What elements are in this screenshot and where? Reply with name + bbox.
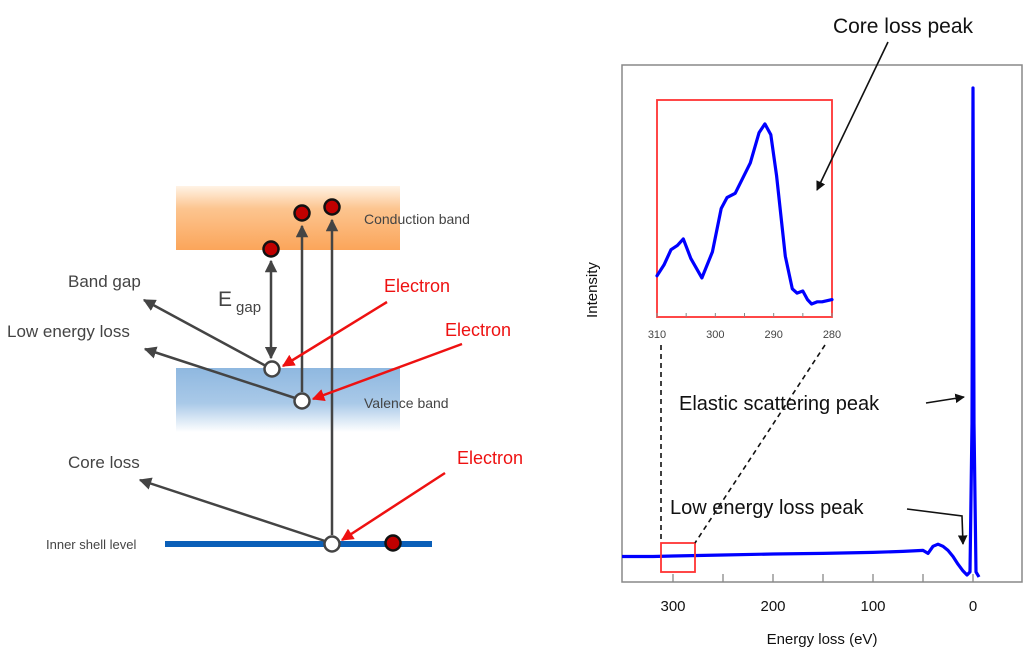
hole-1 xyxy=(263,360,281,378)
inset-tick-label-290: 290 xyxy=(764,329,782,341)
plot-frame xyxy=(621,64,1023,583)
inset-frame xyxy=(656,99,833,318)
zoom-line-right xyxy=(694,344,826,544)
core-loss-scatter-arrow xyxy=(138,477,326,543)
band-gap-scatter-arrow xyxy=(142,298,267,368)
band-gap-label: Band gap xyxy=(68,272,141,291)
core-loss-region-box xyxy=(660,542,696,573)
inset-tick-label-300: 300 xyxy=(706,329,724,341)
y-axis-label: Intensity xyxy=(584,262,601,318)
excited-electron-1 xyxy=(262,240,280,258)
main-x-tick-labels: 300 200 100 0 xyxy=(660,598,977,615)
electron-label-1: Electron xyxy=(384,276,450,296)
excited-electron-3 xyxy=(323,198,341,216)
eels-chart: 300 200 100 0 Energy loss (eV) Intensity 31… xyxy=(584,15,1023,648)
low-loss-peak-arrow xyxy=(906,508,968,545)
low-energy-loss-label: Low energy loss xyxy=(7,322,130,341)
electron-label-2: Electron xyxy=(445,320,511,340)
hole-3 xyxy=(323,535,341,553)
inset-spectrum-line xyxy=(655,122,834,306)
low-loss-peak-label: Low energy loss peak xyxy=(670,497,864,519)
core-loss-peak-arrow xyxy=(816,41,889,191)
conduction-band-label: Conduction band xyxy=(364,211,470,227)
core-loss-label: Core loss xyxy=(68,453,140,472)
x-tick-label-300: 300 xyxy=(660,598,685,615)
band-diagram: Conduction band Valence band Inner shell… xyxy=(7,186,523,553)
conduction-band xyxy=(176,186,400,250)
incident-electron-arrow-2 xyxy=(311,342,463,401)
inner-shell-electron xyxy=(384,534,402,552)
core-loss-peak-label: Core loss peak xyxy=(833,15,974,38)
valence-band-label: Valence band xyxy=(364,395,449,411)
low-loss-scatter-arrow xyxy=(143,346,296,400)
valence-band xyxy=(176,368,400,432)
elastic-peak-arrow xyxy=(925,393,965,404)
incident-electron-arrow-3 xyxy=(340,471,446,542)
inset-tick-label-310: 310 xyxy=(648,329,666,341)
inset-x-tick-labels: 310 300 290 280 xyxy=(648,329,841,341)
x-tick-label-200: 200 xyxy=(760,598,785,615)
electron-label-3: Electron xyxy=(457,448,523,468)
x-tick-label-0: 0 xyxy=(969,598,977,615)
incident-electron-arrow-1 xyxy=(281,300,388,368)
inset-tick-label-280: 280 xyxy=(823,329,841,341)
spectrum-line xyxy=(622,86,981,578)
hole-2 xyxy=(293,392,311,410)
inset-x-ticks xyxy=(656,313,833,317)
excited-electron-2 xyxy=(293,204,311,222)
main-x-ticks xyxy=(672,574,974,582)
inner-shell-label: Inner shell level xyxy=(46,537,136,552)
x-axis-label: Energy loss (eV) xyxy=(767,631,878,648)
elastic-peak-label: Elastic scattering peak xyxy=(679,393,880,415)
x-tick-label-100: 100 xyxy=(860,598,885,615)
